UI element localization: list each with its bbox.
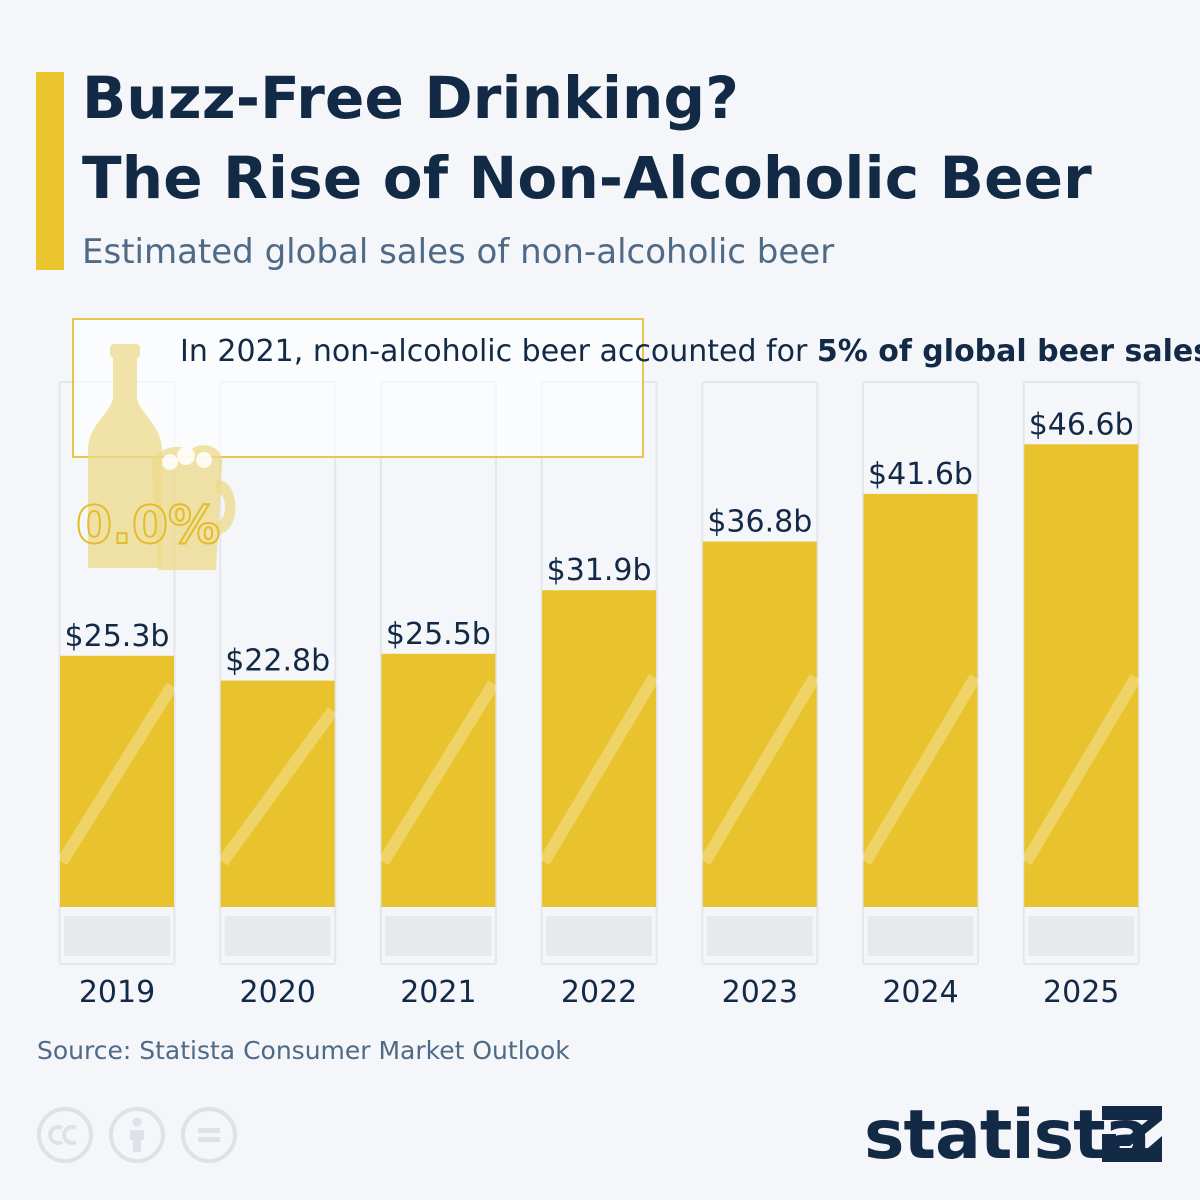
bar <box>542 590 657 907</box>
attribution-icon[interactable] <box>108 1106 166 1164</box>
glass-outline <box>862 381 979 965</box>
x-tick-label: 2019 <box>79 975 155 1010</box>
title-line-2: The Rise of Non-Alcoholic Beer <box>82 144 1092 212</box>
glass-base <box>64 916 170 956</box>
bar-highlight <box>860 673 981 866</box>
glass-base <box>1028 916 1135 956</box>
page-title: Buzz-Free Drinking? The Rise of Non-Alco… <box>82 58 1092 218</box>
x-tick-label: 2020 <box>240 975 316 1010</box>
bar-highlight <box>538 673 660 866</box>
bar-highlight <box>217 707 338 866</box>
source-text: Source: Statista Consumer Market Outlook <box>37 1036 570 1065</box>
glass-base <box>385 916 492 956</box>
x-tick-label: 2023 <box>722 975 798 1010</box>
no-derivatives-icon[interactable] <box>180 1106 238 1164</box>
data-label: $46.6b <box>1029 407 1134 442</box>
callout-text: In 2021, non-alcoholic beer accounted fo… <box>180 332 1200 372</box>
callout-text-normal: In 2021, non-alcoholic beer accounted fo… <box>180 334 817 369</box>
data-label: $25.3b <box>65 619 170 654</box>
bar <box>863 493 978 907</box>
glass-base <box>546 916 653 956</box>
x-tick-label: 2024 <box>882 975 958 1010</box>
glass-base <box>867 916 974 956</box>
x-tick-label: 2022 <box>561 975 637 1010</box>
bar-highlight <box>378 680 499 866</box>
statista-mark-icon <box>1102 1106 1162 1162</box>
accent-bar <box>36 72 64 270</box>
bar-highlight <box>1021 673 1142 866</box>
glass-outline <box>701 381 819 965</box>
callout-text-bold: 5% of global beer sales. <box>816 334 1200 369</box>
statista-logo[interactable]: statista <box>862 1098 1168 1170</box>
x-tick-label: 2025 <box>1043 975 1119 1010</box>
badge-text: 0.0% <box>76 496 220 556</box>
data-label: $22.8b <box>225 644 330 679</box>
bar-highlight <box>699 673 820 866</box>
bar <box>60 655 174 907</box>
bar <box>1024 444 1139 907</box>
bar <box>381 653 496 907</box>
glass-base <box>706 916 813 956</box>
beer-bottle-icon: 0.0% <box>75 344 236 570</box>
bar <box>702 541 817 907</box>
bar-chart: $25.3b 2019 $22.8b 2020 $25.5b 2021 $31.9b 2022… <box>56 381 1142 1010</box>
data-label: $36.8b <box>707 505 812 540</box>
x-tick-label: 2021 <box>400 975 476 1010</box>
bar-highlight <box>56 682 178 866</box>
subtitle: Estimated global sales of non-alcoholic … <box>82 232 835 272</box>
data-label: $41.6b <box>868 457 973 492</box>
cc-icon[interactable] <box>36 1106 94 1164</box>
glass-base <box>224 916 331 956</box>
data-label: $31.9b <box>547 553 652 588</box>
glass-outline <box>1022 381 1140 965</box>
title-line-1: Buzz-Free Drinking? <box>82 64 740 132</box>
callout-box: In 2021, non-alcoholic beer accounted fo… <box>72 318 1200 458</box>
bar <box>220 680 335 907</box>
data-label: $25.5b <box>386 617 491 652</box>
